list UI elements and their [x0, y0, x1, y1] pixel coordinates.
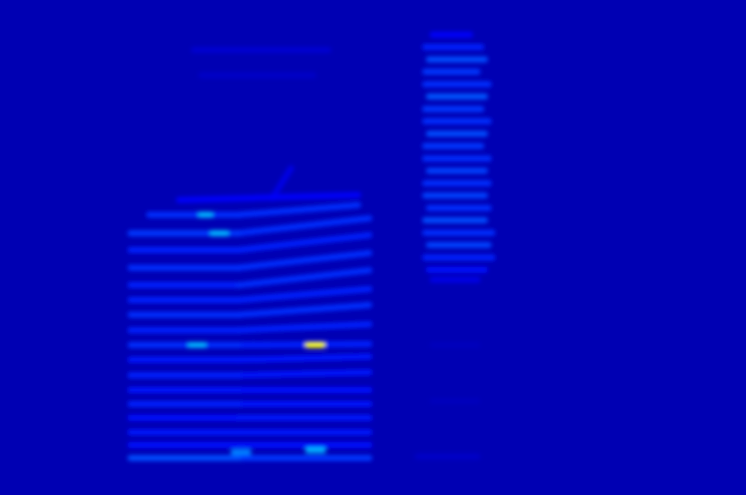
streak — [131, 415, 239, 421]
streak — [239, 429, 370, 435]
streak — [239, 324, 370, 330]
streak — [425, 69, 477, 75]
streak — [233, 449, 248, 455]
background-level — [0, 0, 746, 495]
streak — [213, 230, 226, 236]
streak — [239, 235, 370, 250]
streak — [239, 205, 358, 215]
streak — [239, 341, 370, 348]
streak — [201, 212, 211, 218]
streak — [308, 342, 322, 348]
streak — [308, 447, 323, 453]
streak — [429, 56, 485, 62]
streak — [131, 387, 239, 393]
streak — [131, 429, 239, 435]
streak — [429, 131, 485, 137]
streak — [239, 305, 370, 315]
streak — [131, 372, 239, 378]
streak — [131, 455, 239, 461]
streak — [425, 230, 492, 236]
streak — [425, 106, 481, 112]
streak — [131, 297, 239, 303]
streak — [201, 72, 313, 78]
streak — [433, 277, 478, 283]
streak — [131, 401, 239, 407]
streak — [239, 415, 370, 421]
streak — [239, 387, 370, 393]
streak — [131, 230, 239, 236]
streak — [429, 205, 489, 211]
streak — [429, 267, 485, 273]
plot-area — [0, 0, 746, 495]
streak — [239, 356, 370, 359]
streak — [239, 253, 370, 268]
streak — [433, 342, 478, 348]
streak — [239, 401, 370, 407]
streak — [425, 118, 488, 124]
streak — [131, 265, 239, 271]
streak — [131, 342, 239, 348]
streak — [194, 47, 328, 53]
streak — [190, 342, 203, 348]
streak — [429, 94, 485, 100]
streak — [425, 254, 492, 260]
streak — [239, 218, 370, 233]
streak — [239, 270, 370, 285]
streak — [149, 212, 239, 218]
streak — [425, 81, 488, 87]
streak — [429, 242, 489, 248]
streak — [239, 289, 370, 300]
heatmap — [0, 0, 746, 495]
streak — [425, 155, 488, 161]
streak — [425, 44, 481, 50]
streak — [425, 180, 488, 186]
streak — [131, 357, 239, 363]
streak — [425, 143, 481, 149]
streak — [425, 193, 485, 199]
streak — [131, 282, 239, 288]
streak — [433, 398, 478, 404]
streak — [131, 442, 239, 448]
streak — [425, 217, 485, 223]
streak — [272, 168, 291, 198]
streak — [131, 327, 239, 333]
streak — [239, 455, 370, 461]
streak — [131, 247, 239, 253]
streak — [239, 442, 370, 448]
streak — [418, 453, 478, 459]
streak — [131, 312, 239, 318]
streak — [179, 195, 358, 200]
streaks — [131, 35, 493, 458]
streak — [239, 372, 370, 375]
streak — [429, 168, 485, 174]
streak — [433, 32, 470, 38]
